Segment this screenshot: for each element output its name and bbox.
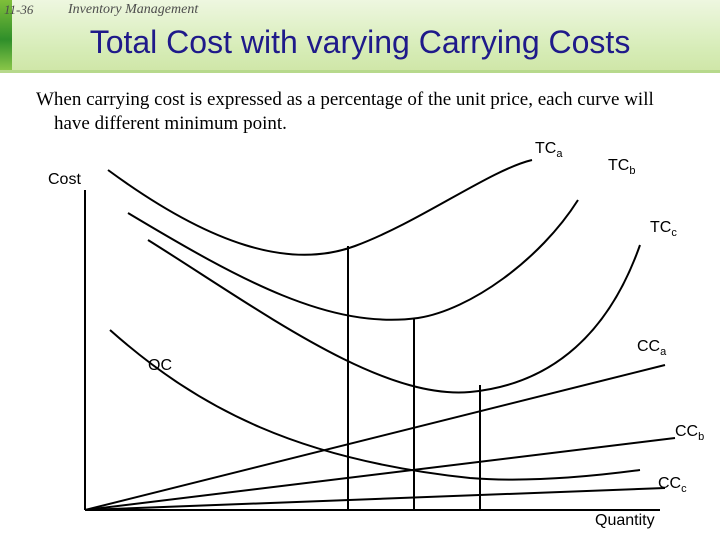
body-line-2: have different minimum point. [54, 113, 287, 134]
label-tca: TCa [535, 140, 563, 160]
header-rule [0, 70, 720, 73]
body-text: When carrying cost is expressed as a per… [36, 88, 706, 136]
accent-stripe [0, 0, 12, 72]
curve-tca [107, 159, 533, 256]
label-cca: CCa [637, 338, 667, 358]
label-tcb: TCb [608, 157, 635, 177]
chapter-title: Inventory Management [68, 2, 199, 17]
header-band [12, 0, 720, 72]
label-ccc: CCc [658, 475, 687, 495]
label-tcc: TCc [650, 219, 677, 239]
curve-tcb [127, 199, 579, 321]
x-axis-label: Quantity [595, 512, 655, 529]
oc-label: OC [148, 357, 172, 374]
slide-title: Total Cost with varying Carrying Costs [89, 24, 631, 60]
body-line-1: When carrying cost is expressed as a per… [36, 89, 654, 110]
slide-header: 11-36 Inventory Management Total Cost wi… [0, 0, 720, 73]
line-cca [84, 364, 666, 511]
y-axis-label: Cost [48, 171, 81, 188]
line-ccc [84, 487, 666, 511]
line-ccb [84, 437, 676, 511]
page-number: 11-36 [4, 2, 34, 17]
curve-oc [109, 329, 641, 481]
label-ccb: CCb [675, 423, 704, 443]
curve-tcc [147, 239, 641, 394]
